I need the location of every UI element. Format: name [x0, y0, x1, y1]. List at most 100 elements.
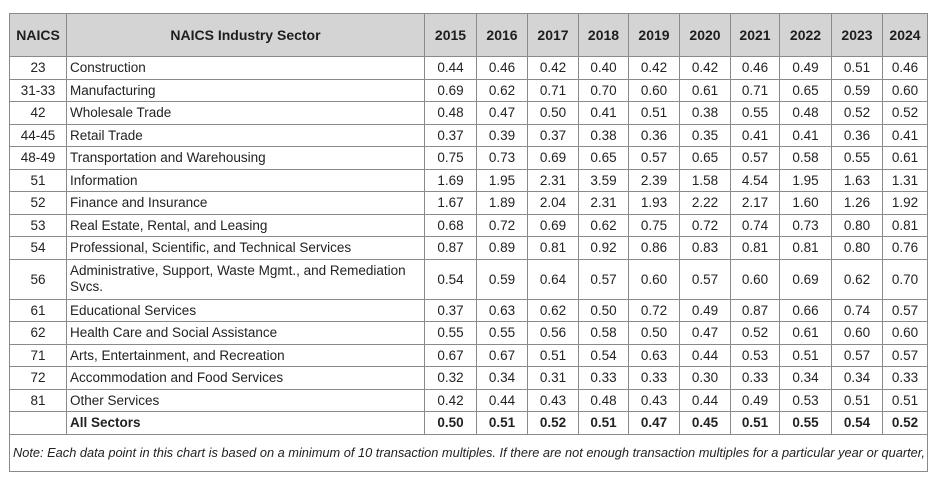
header-year[interactable]: 2020	[679, 13, 731, 57]
value-cell: 0.44	[424, 56, 477, 80]
header-year[interactable]: 2021	[730, 13, 780, 57]
value-cell: 0.57	[831, 343, 883, 367]
value-cell: 0.49	[730, 388, 780, 412]
value-cell: 0.42	[628, 56, 680, 80]
value-cell: 0.38	[578, 123, 629, 147]
value-cell: 0.51	[831, 388, 883, 412]
value-cell: 0.57	[882, 343, 928, 367]
value-cell: 0.50	[527, 101, 579, 125]
sector-name-cell: Professional, Scientific, and Technical …	[66, 236, 425, 260]
value-cell: 0.73	[476, 146, 528, 170]
value-cell: 0.69	[779, 258, 832, 300]
header-year[interactable]: 2022	[779, 13, 832, 57]
naics-code-cell: 54	[9, 236, 67, 260]
value-cell: 0.51	[628, 101, 680, 125]
value-cell: 0.50	[578, 298, 629, 322]
value-cell: 0.34	[476, 366, 528, 390]
value-cell: 0.57	[578, 258, 629, 300]
value-cell: 0.55	[779, 411, 832, 435]
value-cell: 0.34	[779, 366, 832, 390]
header-year[interactable]: 2019	[628, 13, 680, 57]
value-cell: 0.61	[779, 321, 832, 345]
value-cell: 0.31	[527, 366, 579, 390]
value-cell: 0.75	[628, 213, 680, 237]
value-cell: 0.72	[476, 213, 528, 237]
value-cell: 0.64	[527, 258, 579, 300]
sector-name-cell: Administrative, Support, Waste Mgmt., an…	[66, 258, 425, 300]
value-cell: 0.50	[628, 321, 680, 345]
value-cell: 0.87	[424, 236, 477, 260]
value-cell: 0.67	[476, 343, 528, 367]
value-cell: 0.71	[730, 78, 780, 102]
sector-name-cell: Manufacturing	[66, 78, 425, 102]
value-cell: 0.53	[779, 388, 832, 412]
table-row: 53 Real Estate, Rental, and Leasing 0.68 0.…	[9, 213, 928, 237]
naics-code-cell: 61	[9, 298, 67, 322]
header-sector[interactable]: NAICS Industry Sector	[66, 13, 425, 57]
value-cell: 0.70	[882, 258, 928, 300]
value-cell: 0.51	[730, 411, 780, 435]
value-cell: 0.46	[882, 56, 928, 80]
value-cell: 0.52	[882, 101, 928, 125]
value-cell: 0.69	[527, 213, 579, 237]
value-cell: 0.43	[628, 388, 680, 412]
table-row: 56 Administrative, Support, Waste Mgmt., …	[9, 258, 928, 300]
value-cell: 0.57	[679, 258, 731, 300]
sector-name-cell: Educational Services	[66, 298, 425, 322]
value-cell: 0.37	[424, 123, 477, 147]
value-cell: 0.60	[628, 78, 680, 102]
table-note: Note: Each data point in this chart is b…	[9, 433, 928, 472]
value-cell: 0.62	[831, 258, 883, 300]
header-year[interactable]: 2016	[476, 13, 528, 57]
value-cell: 0.51	[476, 411, 528, 435]
value-cell: 0.62	[527, 298, 579, 322]
value-cell: 0.53	[730, 343, 780, 367]
value-cell: 0.54	[424, 258, 477, 300]
value-cell: 0.69	[424, 78, 477, 102]
value-cell: 0.33	[882, 366, 928, 390]
value-cell: 0.36	[628, 123, 680, 147]
value-cell: 0.59	[476, 258, 528, 300]
table-row: 52 Finance and Insurance 1.67 1.89 2.04 2.31 1…	[9, 191, 928, 215]
value-cell: 1.60	[779, 191, 832, 215]
value-cell: 0.75	[424, 146, 477, 170]
value-cell: 2.39	[628, 168, 680, 192]
value-cell: 0.92	[578, 236, 629, 260]
value-cell: 0.33	[628, 366, 680, 390]
table-row: 48-49 Transportation and Warehousing 0.75 0…	[9, 146, 928, 170]
table-row: 71 Arts, Entertainment, and Recreation 0.6…	[9, 343, 928, 367]
value-cell: 0.42	[679, 56, 731, 80]
value-cell: 0.65	[779, 78, 832, 102]
table-row: 61 Educational Services 0.37 0.63 0.62 0.50 0.…	[9, 298, 928, 322]
value-cell: 0.60	[628, 258, 680, 300]
sector-name-cell: Other Services	[66, 388, 425, 412]
value-cell: 0.55	[831, 146, 883, 170]
naics-code-cell: 52	[9, 191, 67, 215]
table-row: 51 Information 1.69 1.95 2.31 3.59 2.39 1.58 4.5…	[9, 168, 928, 192]
value-cell: 0.69	[527, 146, 579, 170]
value-cell: 4.54	[730, 168, 780, 192]
value-cell: 0.47	[628, 411, 680, 435]
value-cell: 0.36	[831, 123, 883, 147]
value-cell: 0.51	[779, 343, 832, 367]
value-cell: 0.37	[424, 298, 477, 322]
value-cell: 0.54	[578, 343, 629, 367]
value-cell: 0.65	[679, 146, 731, 170]
value-cell: 0.48	[424, 101, 477, 125]
value-cell: 0.51	[578, 411, 629, 435]
header-year[interactable]: 2024	[882, 13, 928, 57]
value-cell: 0.60	[882, 321, 928, 345]
value-cell: 0.39	[476, 123, 528, 147]
header-naics[interactable]: NAICS	[9, 13, 67, 57]
value-cell: 0.32	[424, 366, 477, 390]
table-body: 23 Construction 0.44 0.46 0.42 0.40 0.42 0.42 0.…	[9, 56, 928, 435]
header-year[interactable]: 2015	[424, 13, 477, 57]
value-cell: 0.80	[831, 213, 883, 237]
header-year[interactable]: 2018	[578, 13, 629, 57]
header-year[interactable]: 2023	[831, 13, 883, 57]
header-year[interactable]: 2017	[527, 13, 579, 57]
value-cell: 0.47	[476, 101, 528, 125]
value-cell: 0.86	[628, 236, 680, 260]
value-cell: 0.83	[679, 236, 731, 260]
value-cell: 1.26	[831, 191, 883, 215]
